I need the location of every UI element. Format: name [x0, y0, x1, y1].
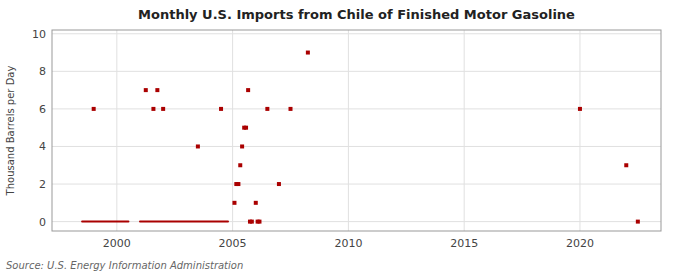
x-grid-line	[579, 30, 580, 231]
y-axis-label: Thousand Barrels per Day	[5, 66, 16, 197]
grid	[52, 30, 661, 231]
scatter-point	[244, 126, 248, 130]
y-grid-line	[52, 184, 661, 185]
scatter-point	[196, 144, 200, 148]
y-tick-label: 2	[39, 178, 46, 191]
scatter-point	[624, 163, 628, 167]
y-grid-line	[52, 108, 661, 109]
scatter-point	[155, 88, 159, 92]
scatter-point	[240, 144, 244, 148]
y-grid-line	[52, 71, 661, 72]
chart-title: Monthly U.S. Imports from Chile of Finis…	[138, 7, 575, 22]
scatter-point	[254, 201, 258, 205]
scatter-point	[161, 107, 165, 111]
scatter-point	[92, 107, 96, 111]
scatter-point	[238, 163, 242, 167]
scatter-point	[289, 107, 293, 111]
y-tick-label: 10	[32, 28, 46, 41]
y-grid-line	[52, 33, 661, 34]
scatter-point	[219, 107, 223, 111]
scatter-point	[236, 182, 240, 186]
data-layer	[82, 51, 640, 224]
scatter-point	[306, 51, 310, 55]
line-segment	[140, 221, 228, 223]
x-grid-line	[348, 30, 349, 231]
x-tick-label: 2010	[334, 237, 362, 250]
y-tick-label: 8	[39, 65, 46, 78]
y-grid-line	[52, 221, 661, 222]
chart-svg: 0 2 4 6 8 10 2000 2005 2010 2015 2020 Monthly U.S. …	[0, 0, 675, 275]
scatter-point	[144, 88, 148, 92]
scatter-point	[250, 220, 254, 224]
y-grid-line	[52, 146, 661, 147]
chart-container: 0 2 4 6 8 10 2000 2005 2010 2015 2020 Monthly U.S. …	[0, 0, 675, 275]
scatter-point	[578, 107, 582, 111]
source-note: Source: U.S. Energy Information Administ…	[6, 260, 243, 271]
plot-background	[52, 30, 661, 231]
scatter-point	[232, 201, 236, 205]
plot-frame	[52, 30, 661, 231]
scatter-point	[246, 88, 250, 92]
scatter-point	[636, 220, 640, 224]
x-grid-line	[116, 30, 117, 231]
scatter-series	[92, 51, 640, 224]
x-tick-label: 2020	[566, 237, 594, 250]
y-tick-label: 4	[39, 140, 46, 153]
y-tick-label: 0	[39, 216, 46, 229]
scatter-point	[151, 107, 155, 111]
line-segment	[82, 221, 128, 223]
x-tick-label: 2015	[450, 237, 478, 250]
scatter-point	[257, 220, 261, 224]
x-tick-label: 2005	[219, 237, 247, 250]
scatter-point	[265, 107, 269, 111]
y-tick-label: 6	[39, 103, 46, 116]
x-grid-line	[464, 30, 465, 231]
x-tick-label: 2000	[103, 237, 131, 250]
scatter-point	[277, 182, 281, 186]
